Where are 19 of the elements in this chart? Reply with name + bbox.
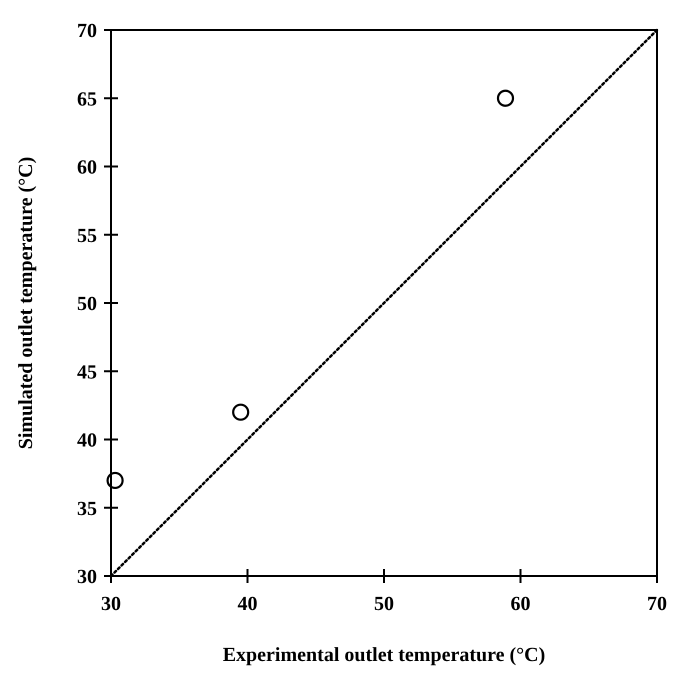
y-axis-title: Simulated outlet temperature (°C) [15, 156, 37, 450]
x-tick-label: 40 [238, 593, 258, 615]
y-tick-label: 35 [77, 498, 97, 520]
y-tick-label: 70 [77, 20, 97, 42]
x-tick-label: 60 [510, 593, 530, 615]
x-tick-label: 50 [374, 593, 394, 615]
x-tick-label: 70 [647, 593, 667, 615]
y-tick-label: 30 [77, 566, 97, 588]
y-tick-label: 45 [77, 361, 97, 384]
point [232, 404, 250, 421]
point [496, 90, 514, 107]
y-tick-label: 50 [77, 293, 97, 315]
y-tick-label: 55 [77, 224, 97, 247]
point [106, 472, 124, 490]
y-tick-label: 60 [77, 156, 97, 178]
x-axis-title: Experimental outlet temperature (°C) [222, 644, 546, 666]
y-tick-label: 65 [77, 88, 97, 110]
x-tick-label: 30 [101, 593, 121, 615]
y-tick-label: 40 [77, 430, 97, 452]
